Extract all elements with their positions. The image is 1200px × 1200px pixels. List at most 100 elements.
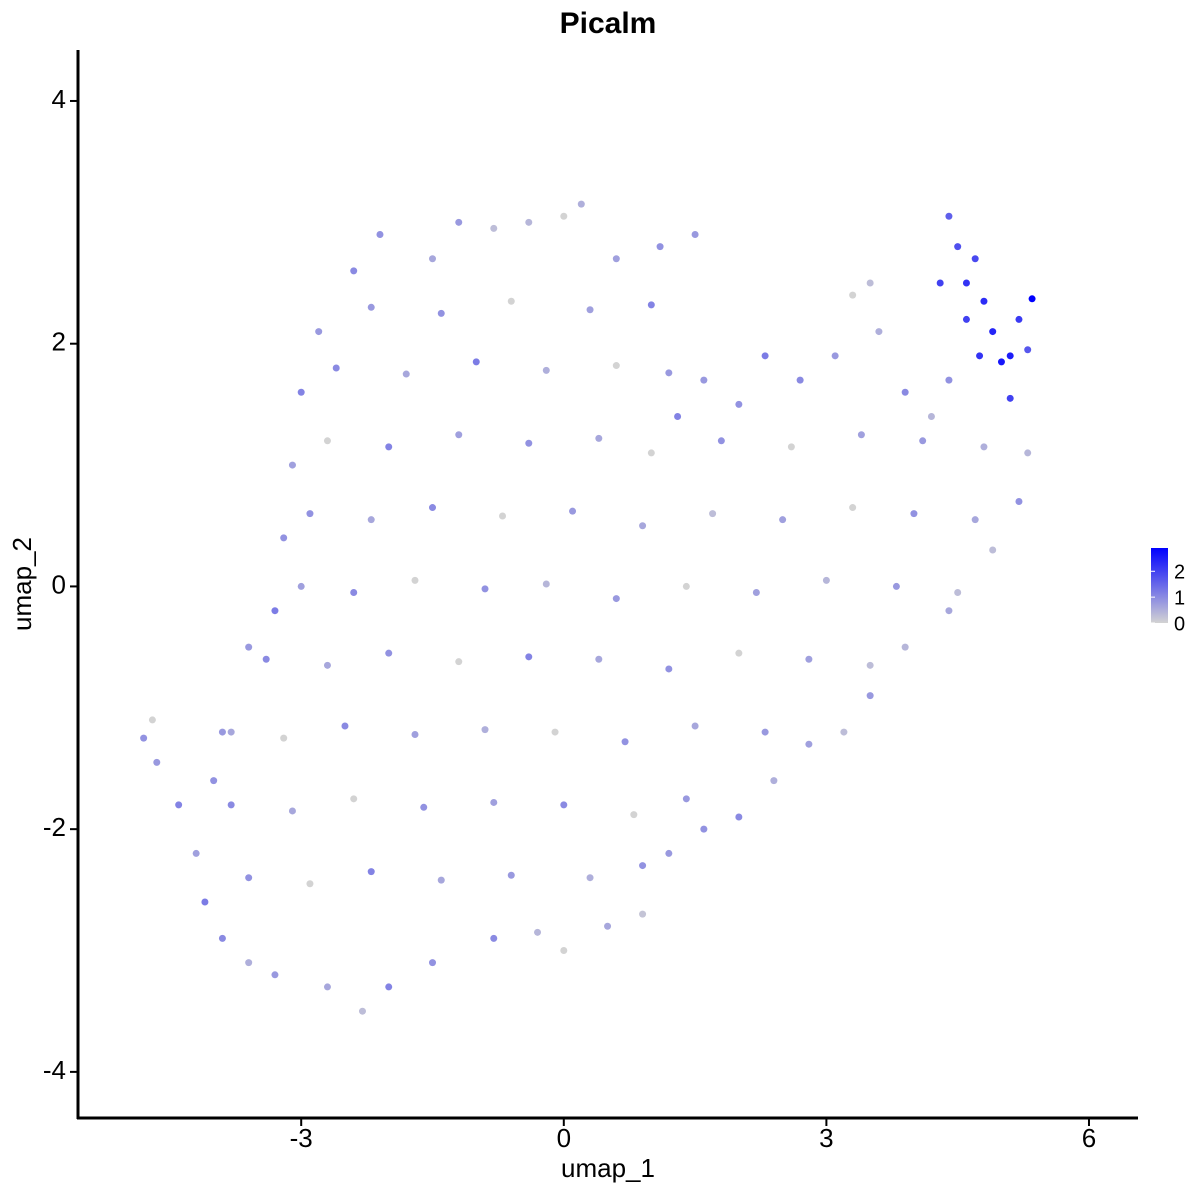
cell-point: [525, 439, 533, 447]
cell-point: [297, 582, 305, 590]
cell-point: [367, 868, 375, 876]
colorbar-tick-label: 1: [1174, 587, 1185, 609]
cell-point: [621, 738, 629, 746]
x-tick-label: -3: [290, 1123, 313, 1153]
cell-point: [402, 370, 410, 378]
cell-point: [976, 352, 984, 360]
cell-point: [735, 649, 743, 657]
cell-point: [682, 582, 690, 590]
cell-point: [630, 811, 638, 819]
cell-point: [437, 876, 445, 884]
cell-point: [997, 358, 1005, 366]
cell-point: [385, 649, 393, 657]
colorbar-tick-label: 2: [1174, 562, 1185, 584]
x-tick-label: 0: [557, 1123, 571, 1153]
cell-point: [919, 437, 927, 445]
cell-point: [761, 728, 769, 736]
cell-point: [700, 825, 708, 833]
cell-point: [245, 959, 253, 967]
cell-point: [647, 301, 655, 309]
cell-point: [481, 726, 489, 734]
y-axis-label: umap_2: [7, 537, 37, 631]
cell-point: [717, 437, 725, 445]
cell-point: [910, 510, 918, 518]
cell-point: [849, 504, 857, 512]
cell-point: [534, 928, 542, 936]
cell-point: [612, 362, 620, 370]
cell-point: [560, 212, 568, 220]
cell-point: [315, 328, 323, 336]
cell-point: [595, 434, 603, 442]
cell-point: [735, 400, 743, 408]
y-tick-label: 0: [52, 569, 66, 599]
cell-point: [989, 546, 997, 554]
cell-point: [1006, 352, 1014, 360]
cell-point: [367, 516, 375, 524]
cell-point: [429, 255, 437, 263]
cell-point: [210, 777, 218, 785]
y-tick-label: 2: [52, 327, 66, 357]
cell-point: [787, 443, 795, 451]
cell-point: [569, 507, 577, 515]
cell-point: [779, 516, 787, 524]
cell-point: [385, 443, 393, 451]
cell-point: [980, 297, 988, 305]
colorbar-tick-label: 0: [1174, 613, 1185, 635]
cell-point: [805, 740, 813, 748]
cell-point: [411, 576, 419, 584]
cell-point: [945, 376, 953, 384]
x-axis-label: umap_1: [561, 1153, 655, 1183]
cell-point: [280, 534, 288, 542]
y-tick-label: -2: [43, 812, 66, 842]
cell-point: [288, 807, 296, 815]
cell-point: [857, 431, 865, 439]
cell-point: [822, 576, 830, 584]
cell-point: [639, 522, 647, 530]
y-tick-label: 4: [52, 84, 66, 114]
cell-point: [612, 595, 620, 603]
cell-point: [954, 243, 962, 251]
cell-point: [367, 303, 375, 311]
cell-point: [761, 352, 769, 360]
cell-point: [971, 255, 979, 263]
cell-point: [288, 461, 296, 469]
cell-point: [350, 795, 358, 803]
cell-point: [595, 655, 603, 663]
cell-point: [192, 849, 200, 857]
cell-point: [525, 218, 533, 226]
cell-point: [140, 734, 148, 742]
cell-point: [901, 643, 909, 651]
cell-point: [1028, 295, 1036, 303]
cell-point: [665, 665, 673, 673]
cell-point: [980, 443, 988, 451]
cell-point: [989, 328, 997, 336]
cell-point: [682, 795, 690, 803]
cell-point: [437, 309, 445, 317]
cell-point: [455, 658, 463, 666]
cell-point: [639, 910, 647, 918]
cell-point: [350, 588, 358, 596]
cell-point: [962, 315, 970, 323]
cell-point: [499, 512, 507, 520]
cell-point: [735, 813, 743, 821]
cell-point: [148, 716, 156, 724]
cell-point: [892, 582, 900, 590]
cell-point: [849, 291, 857, 299]
cell-point: [341, 722, 349, 730]
cell-point: [700, 376, 708, 384]
cell-point: [271, 971, 279, 979]
cell-point: [840, 728, 848, 736]
cell-point: [1006, 394, 1014, 402]
cell-point: [218, 728, 226, 736]
cell-point: [927, 413, 935, 421]
cell-point: [752, 588, 760, 596]
cell-point: [507, 297, 515, 305]
cell-point: [411, 730, 419, 738]
cell-point: [323, 661, 331, 669]
cell-point: [306, 880, 314, 888]
cell-point: [201, 898, 209, 906]
cell-point: [612, 255, 620, 263]
cell-point: [665, 849, 673, 857]
